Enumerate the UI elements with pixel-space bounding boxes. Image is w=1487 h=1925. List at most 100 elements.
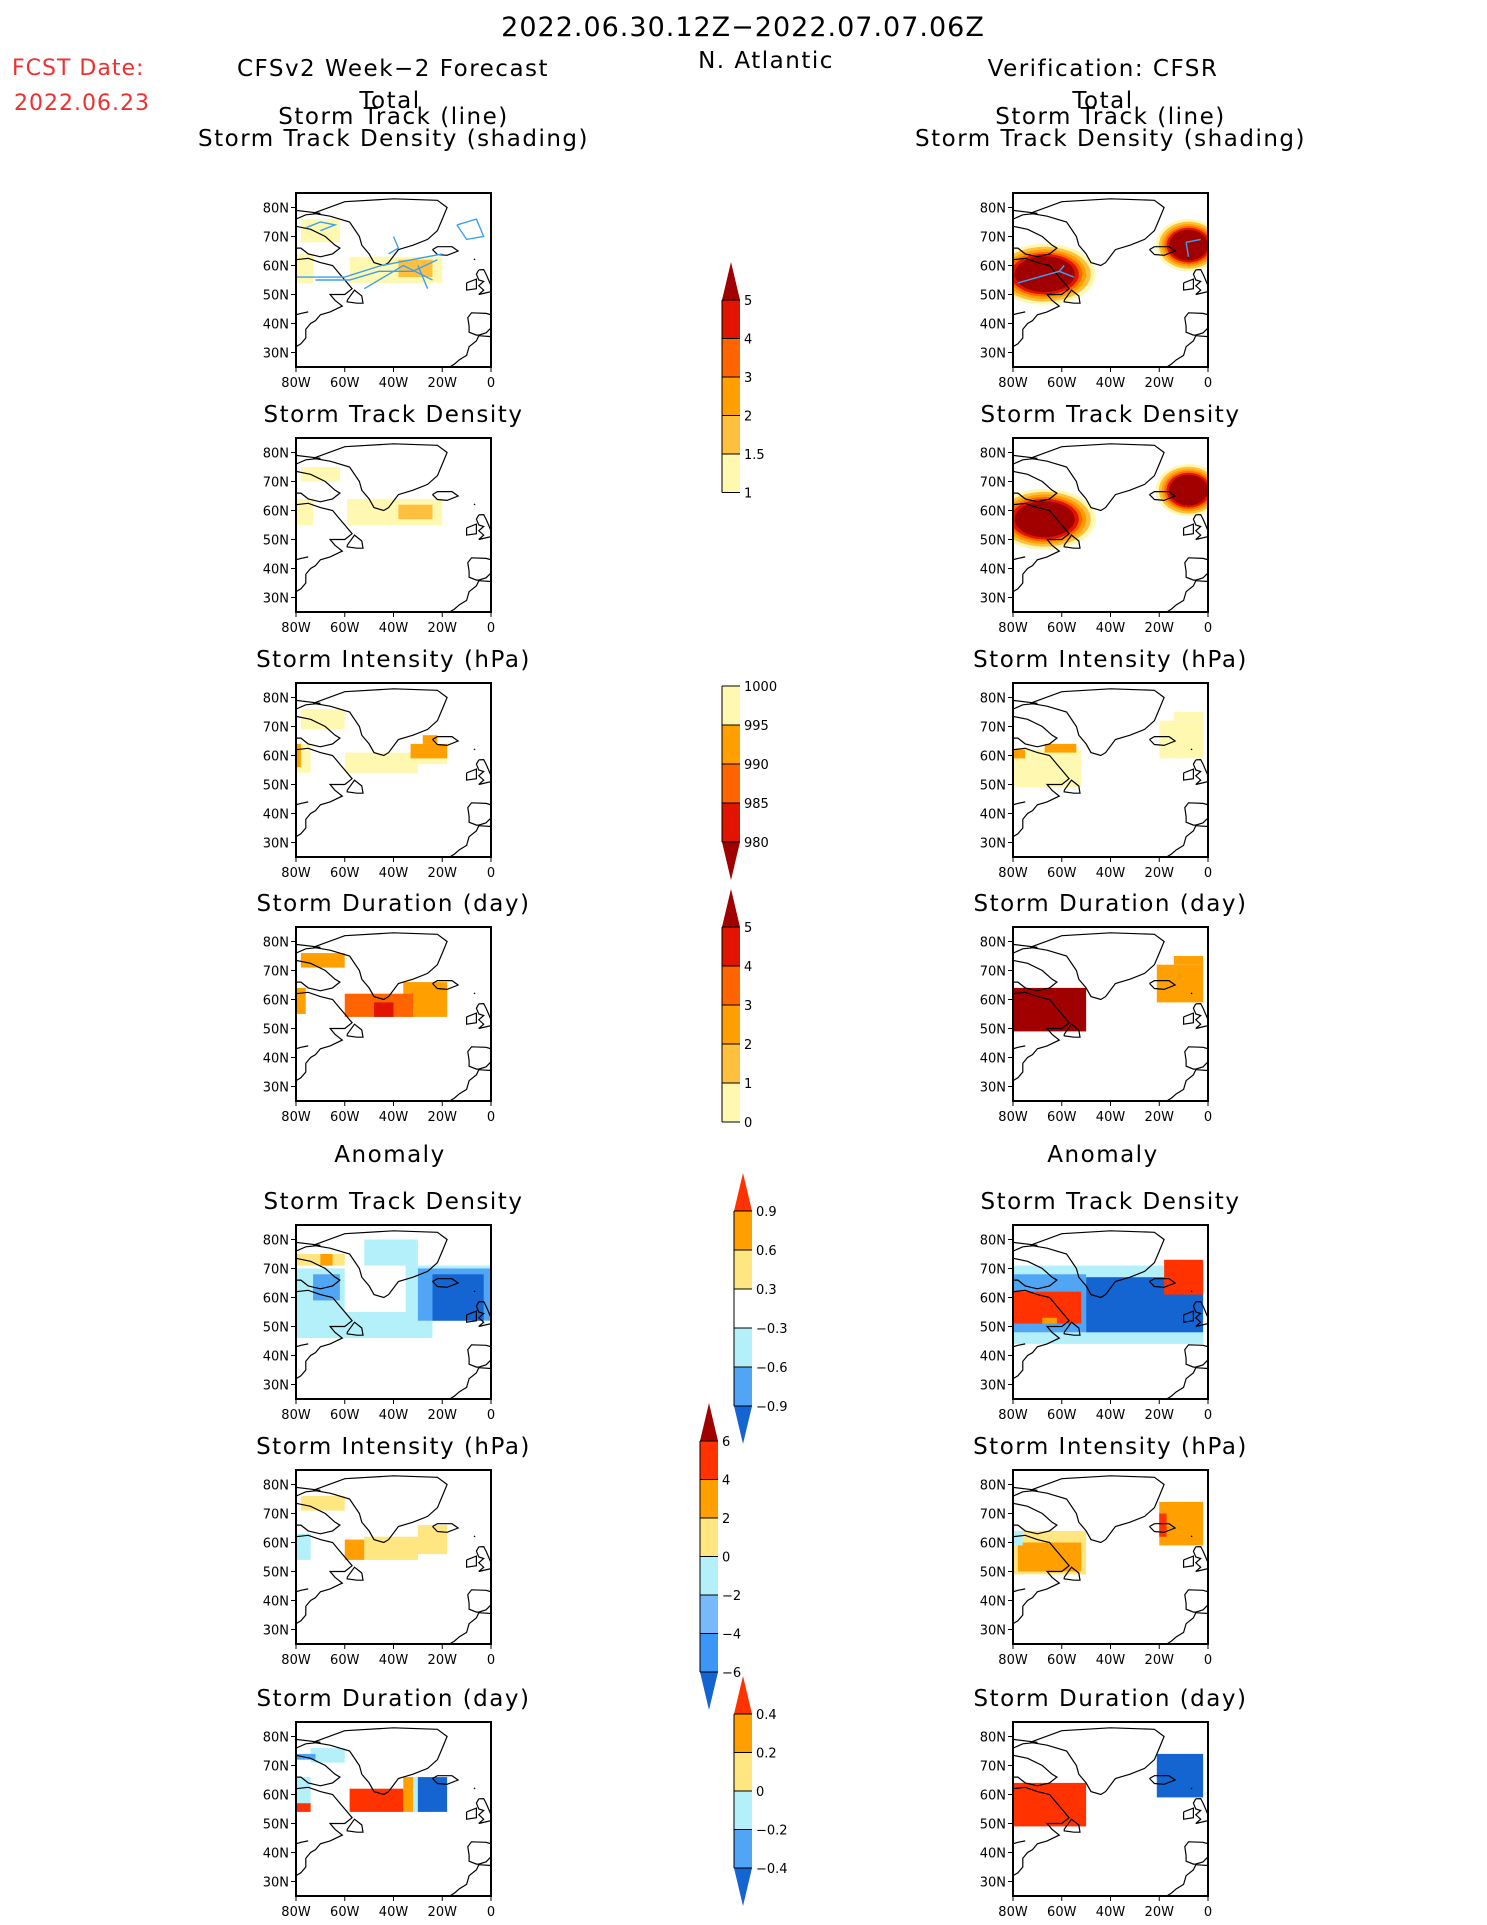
colorbar-label: −0.2 [756, 1824, 788, 1839]
colorbar-label: 1 [744, 487, 752, 502]
colorbar-label: 2 [744, 1038, 752, 1053]
verification-column-title: Verification: CFSR [987, 56, 1219, 82]
panel-title: Storm Track Density [980, 1189, 1241, 1215]
colorbar-tip-top [722, 262, 740, 300]
colorbar-label: 3 [744, 371, 752, 386]
colorbar-label: 0 [744, 1116, 752, 1131]
colorbar-band [700, 1479, 718, 1518]
colorbar-intensity: 1000 995 990 985 980 [721, 680, 777, 880]
colorbar-band [722, 966, 740, 1005]
panel-title: Storm Track (line) [278, 104, 509, 130]
panel-title: Storm Duration (day) [256, 1686, 531, 1712]
region-label: N. Atlantic [698, 48, 834, 74]
panel-title: Storm Intensity (hPa) [256, 1434, 531, 1460]
forecast-anomaly-label: Anomaly [334, 1142, 446, 1168]
colorbar-label: 6 [722, 1435, 730, 1450]
colorbar-label: 2 [722, 1512, 730, 1527]
colorbar-band [722, 725, 740, 764]
colorbar-label: 0.4 [756, 1708, 777, 1723]
colorbar-label: 1 [744, 1077, 752, 1092]
colorbar-label: −0.9 [756, 1400, 788, 1415]
panel-title: Storm Duration (day) [256, 891, 531, 917]
colorbar-band [734, 1791, 752, 1830]
verification-anomaly-label: Anomaly [1047, 1142, 1159, 1168]
panel-title: Storm Track Density [263, 402, 524, 428]
colorbar-density: 5 4 3 2 1.5 1 [721, 262, 765, 502]
forecast-column-title: CFSv2 Week−2 Forecast [236, 56, 550, 82]
colorbar-band [734, 1328, 752, 1367]
colorbar-band [722, 764, 740, 803]
colorbar-label: −6 [722, 1666, 741, 1681]
colorbar-label: 0 [722, 1551, 730, 1566]
colorbar-label: 0.2 [756, 1747, 777, 1762]
panel-title: Storm Track Density [980, 402, 1241, 428]
colorbar-label: −0.6 [756, 1361, 788, 1376]
colorbar-band [734, 1250, 752, 1289]
colorbar-label: −0.4 [756, 1862, 788, 1877]
colorbar-band [722, 338, 740, 377]
colorbar-band [722, 377, 740, 416]
colorbar-label: 0.9 [756, 1205, 777, 1220]
colorbar-band [722, 454, 740, 493]
panel-title: Storm Track Density (shading) [915, 126, 1306, 152]
colorbar-band [722, 1044, 740, 1083]
colorbar-band [734, 1714, 752, 1753]
colorbar-band [722, 415, 740, 454]
colorbar-label: 4 [722, 1474, 730, 1489]
colorbar-band [700, 1556, 718, 1595]
colorbar-label: 1000 [744, 680, 777, 695]
panel-title: Storm Duration (day) [973, 1686, 1248, 1712]
colorbar-label: 980 [744, 836, 769, 851]
colorbar-label: 5 [744, 294, 752, 309]
colorbar-tip-bottom [734, 1406, 752, 1444]
panel-title: Storm Track (line) [995, 104, 1226, 130]
panel-title: Storm Track Density (shading) [198, 126, 589, 152]
colorbar-band [700, 1633, 718, 1672]
colorbar-band [734, 1211, 752, 1250]
colorbar-band [700, 1441, 718, 1480]
colorbar-band [722, 803, 740, 842]
colorbar-tip-top [734, 1676, 752, 1714]
colorbar-band [722, 1005, 740, 1044]
colorbar-tip-top [700, 1403, 718, 1441]
colorbar-tip-top [722, 889, 740, 927]
panel-title: Storm Duration (day) [973, 891, 1248, 917]
forecast-total-label: Total [359, 88, 421, 114]
colorbar-duration_anom: 0.4 0.2 0 −0.2 −0.4 [733, 1676, 788, 1906]
colorbar-band [722, 686, 740, 725]
colorbar-band [734, 1829, 752, 1868]
colorbar-band [734, 1752, 752, 1791]
colorbar-band [734, 1289, 752, 1328]
colorbar-label: 995 [744, 719, 769, 734]
colorbar-intensity_anom: 6 4 2 0 −2 −4 −6 [699, 1403, 741, 1710]
panel-title: Storm Intensity (hPa) [973, 647, 1248, 673]
colorbar-tip-bottom [700, 1672, 718, 1710]
colorbar-tip-top [734, 1173, 752, 1211]
colorbar-label: 990 [744, 758, 769, 773]
colorbar-label: 4 [744, 333, 752, 348]
colorbar-label: −0.3 [756, 1322, 788, 1337]
colorbar-label: 1.5 [744, 448, 765, 463]
colorbar-tip-bottom [722, 842, 740, 880]
colorbar-band [734, 1367, 752, 1406]
verification-total-label: Total [1072, 88, 1134, 114]
date-range: 2022.06.30.12Z−2022.07.07.06Z [501, 12, 985, 43]
colorbar-band [722, 927, 740, 966]
colorbar-band [722, 1083, 740, 1122]
colorbar-label: −2 [722, 1589, 741, 1604]
colorbar-label: 3 [744, 999, 752, 1014]
colorbar-duration: 5 4 3 2 1 0 [721, 889, 752, 1131]
colorbar-label: −4 [722, 1628, 741, 1643]
fcst-date-label: FCST Date: [12, 56, 145, 81]
panel-title: Storm Track Density [263, 1189, 524, 1215]
colorbar-label: 985 [744, 797, 769, 812]
colorbar-density_anom: 0.9 0.6 0.3 −0.3 −0.6 −0.9 [733, 1173, 788, 1444]
colorbar-band [700, 1518, 718, 1557]
fcst-date-value: 2022.06.23 [14, 91, 150, 116]
colorbar-band [722, 300, 740, 339]
colorbar-label: 2 [744, 410, 752, 425]
colorbar-label: 5 [744, 921, 752, 936]
panel-title: Storm Intensity (hPa) [256, 647, 531, 673]
colorbar-tip-bottom [734, 1868, 752, 1906]
colorbar-label: 4 [744, 960, 752, 975]
